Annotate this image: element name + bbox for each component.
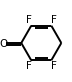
Text: F: F bbox=[26, 61, 32, 71]
Text: F: F bbox=[51, 15, 57, 25]
Text: O: O bbox=[0, 39, 8, 49]
Text: F: F bbox=[26, 15, 32, 25]
Text: F: F bbox=[51, 61, 57, 71]
